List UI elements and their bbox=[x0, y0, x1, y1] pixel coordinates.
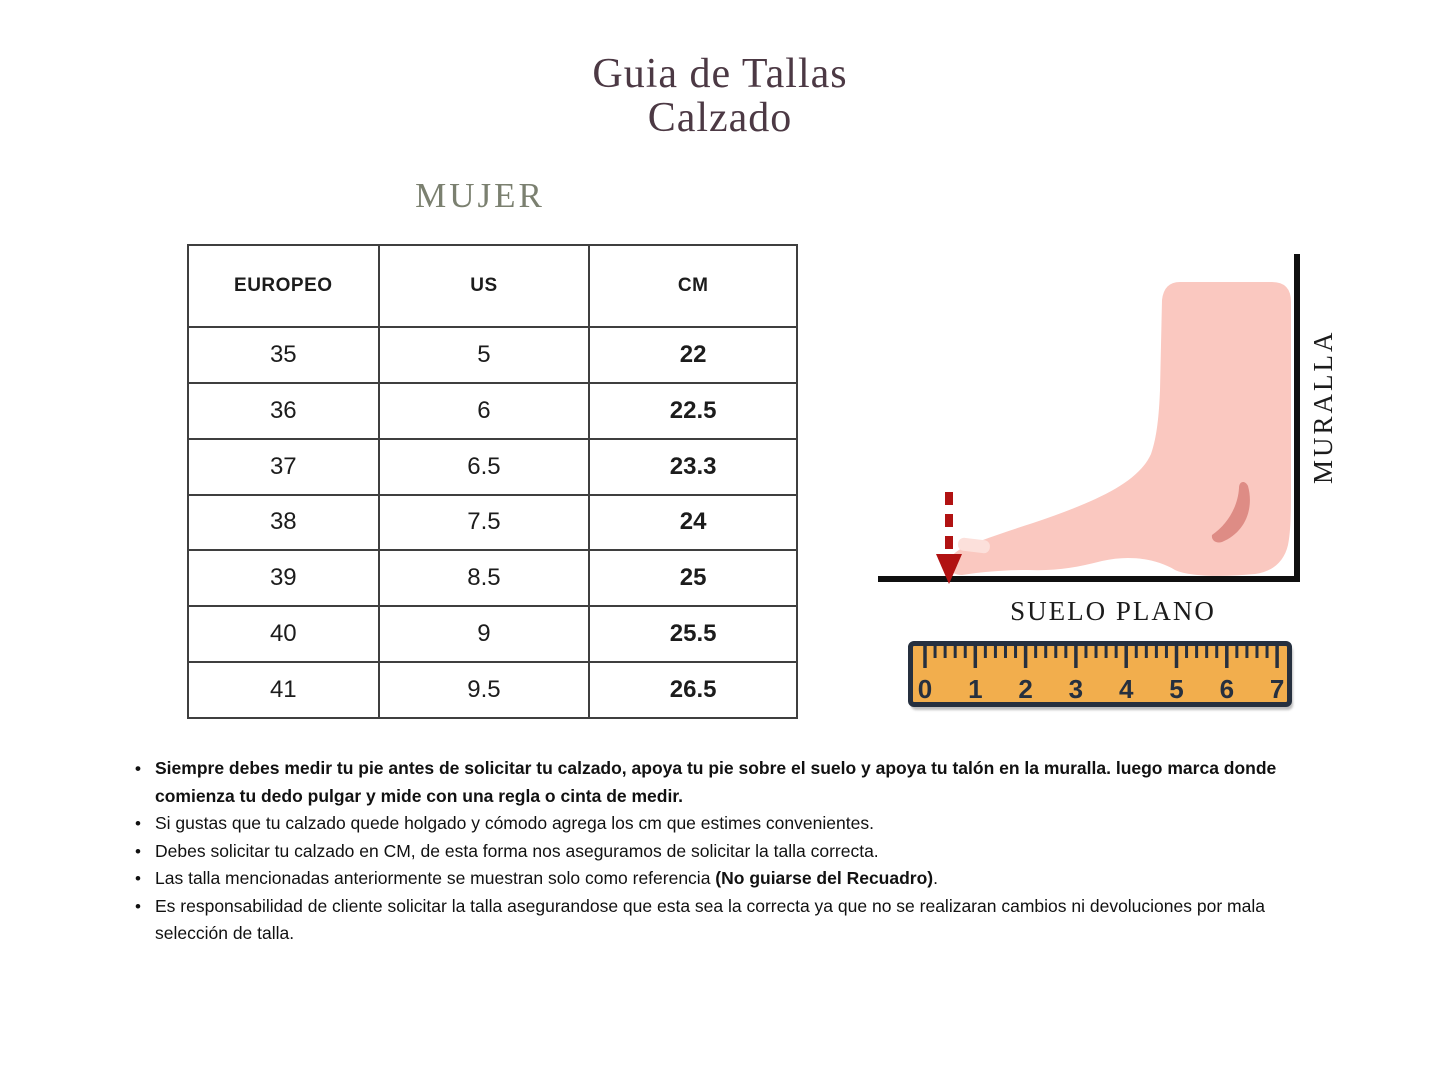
table-cell: 36 bbox=[187, 381, 380, 440]
table-cell: 24 bbox=[588, 493, 798, 552]
title-line-2: Calzado bbox=[647, 95, 793, 141]
ruler-number: 3 bbox=[1068, 674, 1084, 704]
table-header-cm: CM bbox=[588, 244, 798, 328]
table-cell: 9 bbox=[377, 605, 591, 664]
table-cell: 5 bbox=[377, 326, 591, 384]
table-row: 41 9.5 26.5 bbox=[187, 661, 798, 719]
floor-line bbox=[878, 576, 1300, 582]
heel-accent bbox=[1211, 482, 1250, 543]
table-row: 37 6.5 23.3 bbox=[187, 437, 798, 496]
note-item: Si gustas que tu calzado quede holgado y… bbox=[133, 810, 1313, 838]
table-cell: 7.5 bbox=[377, 493, 591, 552]
note-item: Las talla mencionadas anteriormente se m… bbox=[133, 865, 1313, 893]
table-row: 40 9 25.5 bbox=[187, 605, 798, 664]
table-cell: 39 bbox=[187, 549, 380, 608]
page-title: Guia de Tallas Calzado bbox=[0, 52, 1440, 140]
table-cell: 23.3 bbox=[588, 437, 798, 496]
table-cell: 22.5 bbox=[588, 381, 798, 440]
table-cell: 9.5 bbox=[377, 661, 591, 719]
table-cell: 8.5 bbox=[377, 549, 591, 608]
table-cell: 40 bbox=[187, 605, 380, 664]
table-cell: 6.5 bbox=[377, 437, 591, 496]
table-row: 38 7.5 24 bbox=[187, 493, 798, 552]
note-text-bold: (No guiarse del Recuadro) bbox=[715, 868, 934, 888]
table-cell: 22 bbox=[588, 326, 798, 384]
table-cell: 6 bbox=[377, 381, 591, 440]
ruler-number: 6 bbox=[1219, 674, 1235, 704]
table-cell: 25.5 bbox=[588, 605, 798, 664]
wall-label: MURALLA bbox=[1308, 329, 1338, 485]
table-row: 39 8.5 25 bbox=[187, 549, 798, 608]
note-item: Siempre debes medir tu pie antes de soli… bbox=[133, 755, 1313, 810]
table-cell: 35 bbox=[187, 326, 380, 384]
note-text: . bbox=[933, 868, 938, 888]
ruler-number: 5 bbox=[1169, 674, 1184, 704]
ruler-number: 7 bbox=[1269, 674, 1285, 704]
table-cell: 26.5 bbox=[588, 661, 798, 719]
table-cell: 25 bbox=[588, 549, 798, 608]
floor-label: SUELO PLANO bbox=[1010, 596, 1216, 626]
ruler-number: 4 bbox=[1118, 674, 1134, 704]
table-cell: 38 bbox=[187, 493, 380, 552]
table-cell: 37 bbox=[187, 437, 380, 496]
table-row: 35 5 22 bbox=[187, 326, 798, 384]
table-header-europeo: EUROPEO bbox=[187, 244, 380, 328]
foot-illustration bbox=[948, 282, 1291, 576]
ruler-number: 2 bbox=[1018, 674, 1033, 704]
toenail bbox=[957, 537, 990, 554]
foot-measure-diagram bbox=[878, 254, 1300, 584]
table-row: 36 6 22.5 bbox=[187, 381, 798, 440]
note-text: Las talla mencionadas anteriormente se m… bbox=[155, 868, 716, 888]
ruler-ticks bbox=[923, 646, 1279, 668]
notes-list: Siempre debes medir tu pie antes de soli… bbox=[133, 755, 1313, 948]
table-cell: 41 bbox=[187, 661, 380, 719]
note-item: Es responsabilidad de cliente solicitar … bbox=[133, 893, 1313, 948]
ruler-number: 1 bbox=[968, 674, 983, 704]
table-header-row: EUROPEO US CM bbox=[187, 244, 798, 328]
measure-arrow-icon bbox=[936, 492, 962, 584]
note-item: Debes solicitar tu calzado en CM, de est… bbox=[133, 838, 1313, 866]
size-table: EUROPEO US CM 35 5 22 36 6 22.5 37 6.5 2… bbox=[187, 244, 798, 719]
table-header-us: US bbox=[377, 244, 591, 328]
ruler-number: 0 bbox=[917, 674, 933, 704]
wall-line bbox=[1294, 254, 1300, 582]
title-line-1: Guia de Tallas bbox=[592, 51, 848, 97]
section-heading-mujer: MUJER bbox=[415, 176, 545, 215]
ruler: 0 1 2 3 4 5 6 7 bbox=[908, 641, 1292, 707]
